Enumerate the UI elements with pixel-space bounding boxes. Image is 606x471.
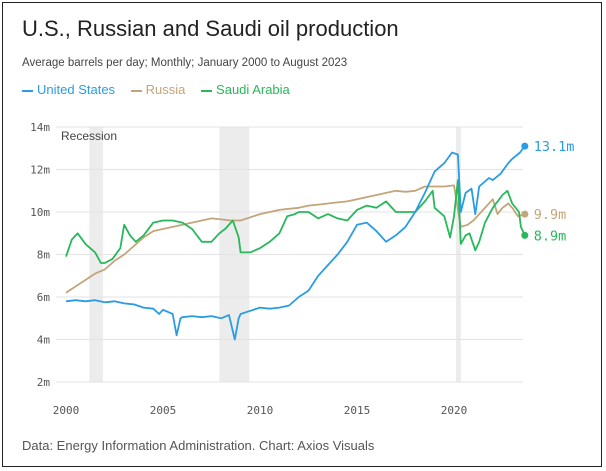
y-tick-label-0: 2m [37,376,51,389]
y-tick-label-1: 4m [37,334,51,347]
legend-swatch-saudi [201,89,213,92]
legend-item-saudi: Saudi Arabia [201,82,290,97]
source-note: Data: Energy Information Administration.… [22,438,375,453]
end-label-russia: 9.9m [534,207,567,223]
end-label-saudi: 8.9m [534,228,567,244]
legend-swatch-us [22,89,33,92]
y-tick-label-4: 10m [30,206,50,219]
legend-item-us: United States [22,82,115,97]
x-tick-label-3: 2015 [344,404,371,417]
y-tick-label-5: 12m [30,164,50,177]
chart-subtitle: Average barrels per day; Monthly; Januar… [22,57,348,69]
legend-label-russia: Russia [145,82,186,97]
y-tick-label-6: 14m [30,121,50,134]
end-label-us: 13.1m [534,139,575,155]
end-point-saudi [521,231,529,239]
chart-title: U.S., Russian and Saudi oil production [22,16,399,41]
legend-item-russia: Russia [130,82,186,97]
x-tick-label-2: 2010 [247,404,274,417]
series-line-saudi [65,179,526,264]
end-point-us [521,142,529,150]
x-tick-label-1: 2005 [150,404,177,417]
series-line-russia [65,184,526,294]
end-point-russia [521,210,529,218]
recession-label: Recession [61,129,117,143]
series-line-us [65,145,526,341]
legend-label-saudi: Saudi Arabia [216,82,290,97]
x-tick-label-4: 2020 [441,404,468,417]
y-tick-label-2: 6m [37,291,51,304]
legend-swatch-russia [130,89,142,92]
x-tick-label-0: 2000 [53,404,80,417]
legend: United States Russia Saudi Arabia [22,82,302,97]
y-tick-label-3: 8m [37,249,51,262]
legend-label-us: United States [37,82,116,97]
